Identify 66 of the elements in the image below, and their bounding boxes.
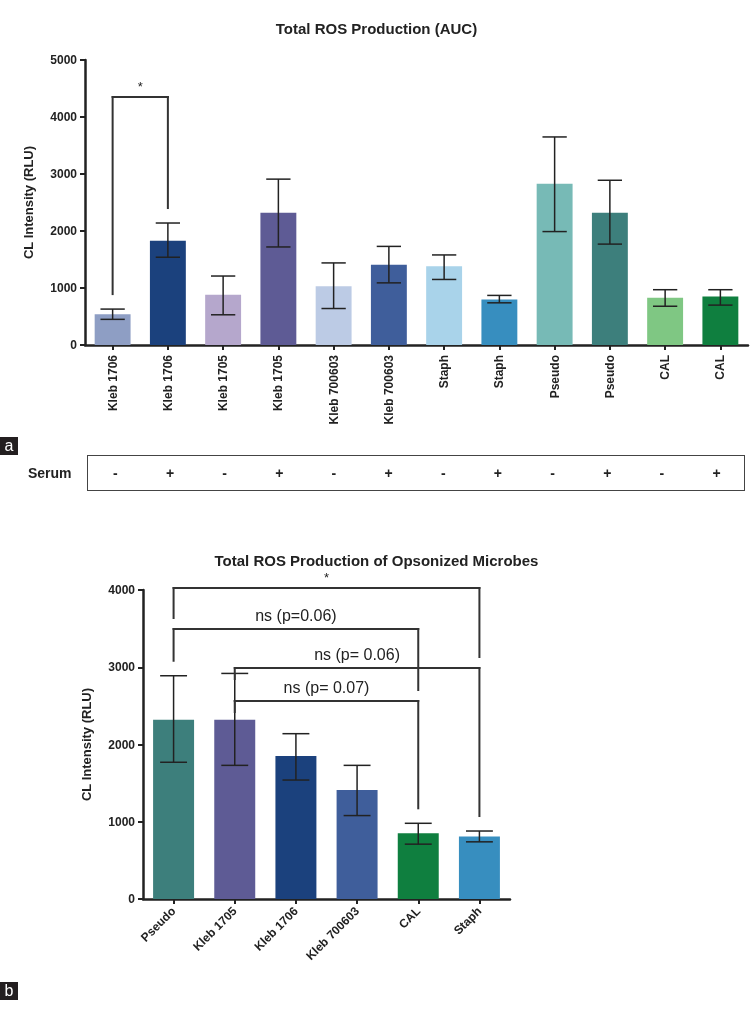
category-label: +: [164, 464, 176, 483]
category-label: -: [439, 464, 447, 483]
x-tick-label: Pseudo: [602, 355, 617, 399]
x-tick-label: Staph: [492, 355, 507, 389]
bar: [94, 314, 131, 345]
annotation: *: [137, 79, 143, 94]
y-tick-label: 4000: [108, 583, 136, 597]
bar: [214, 719, 256, 899]
text: b: [0, 982, 18, 1000]
bar: [153, 719, 195, 899]
text: *: [323, 570, 330, 585]
y-tick-label: 0: [128, 892, 136, 906]
category-label: -: [549, 464, 556, 483]
bar: [426, 266, 463, 345]
category-label: +: [274, 464, 285, 483]
y-tick-label: 0: [70, 338, 78, 352]
x-tick-label: Kleb 700603: [326, 354, 341, 425]
bar: [205, 294, 242, 345]
y-tick-label: 1000: [50, 281, 78, 295]
y-tick-label: 3000: [50, 167, 78, 181]
bar: [458, 836, 500, 899]
category-label: -: [221, 464, 228, 483]
x-tick-label: CAL: [658, 355, 673, 380]
text: Serum: [28, 465, 72, 481]
bar: [702, 296, 739, 345]
y-tick-label: 1000: [108, 814, 136, 829]
annotation: ns (p=0.06): [255, 607, 337, 624]
bar: [260, 212, 297, 345]
x-tick-label: Pseudo: [547, 355, 562, 399]
y-axis-title: CL Intensity (RLU): [79, 687, 94, 802]
bar: [149, 240, 186, 345]
chart-title: Total ROS Production (AUC): [275, 20, 478, 37]
bar: [370, 264, 407, 345]
y-tick-label: 2000: [108, 737, 136, 752]
x-tick-label: Kleb 1705: [271, 354, 286, 412]
bar: [397, 833, 439, 899]
y-axis-title: CL Intensity (RLU): [21, 145, 36, 260]
annotation: ns (p= 0.06): [314, 646, 400, 663]
x-tick-label: Kleb 1706: [105, 354, 120, 412]
bar: [336, 790, 378, 899]
category-label: +: [711, 464, 722, 483]
x-tick-label: Kleb 1705: [216, 354, 231, 412]
bar: [647, 297, 684, 345]
chart-title: Total ROS Production of Opsonized Microbes: [214, 552, 539, 569]
text: a: [0, 437, 18, 455]
category-label: -: [112, 464, 119, 483]
category-label: -: [330, 464, 338, 483]
annotation: ns (p= 0.07): [283, 679, 370, 696]
bar: [315, 286, 352, 345]
x-tick-label: CAL: [713, 355, 728, 380]
y-tick-label: 4000: [50, 110, 78, 124]
bar: [536, 183, 573, 345]
bar: [591, 212, 628, 345]
y-tick-label: 5000: [50, 53, 78, 67]
x-tick-label: Staph: [437, 355, 452, 389]
category-label: +: [383, 464, 394, 483]
category-label: -: [658, 464, 666, 483]
x-tick-label: Kleb 700603: [381, 354, 396, 425]
bar: [481, 299, 518, 345]
category-label: +: [602, 464, 613, 483]
y-tick-label: 3000: [108, 660, 136, 675]
x-tick-label: CAL: [395, 904, 424, 932]
bar: [275, 756, 317, 899]
x-tick-label: Kleb 1706: [160, 354, 175, 412]
y-tick-label: 2000: [50, 224, 78, 238]
category-label: +: [492, 464, 503, 483]
